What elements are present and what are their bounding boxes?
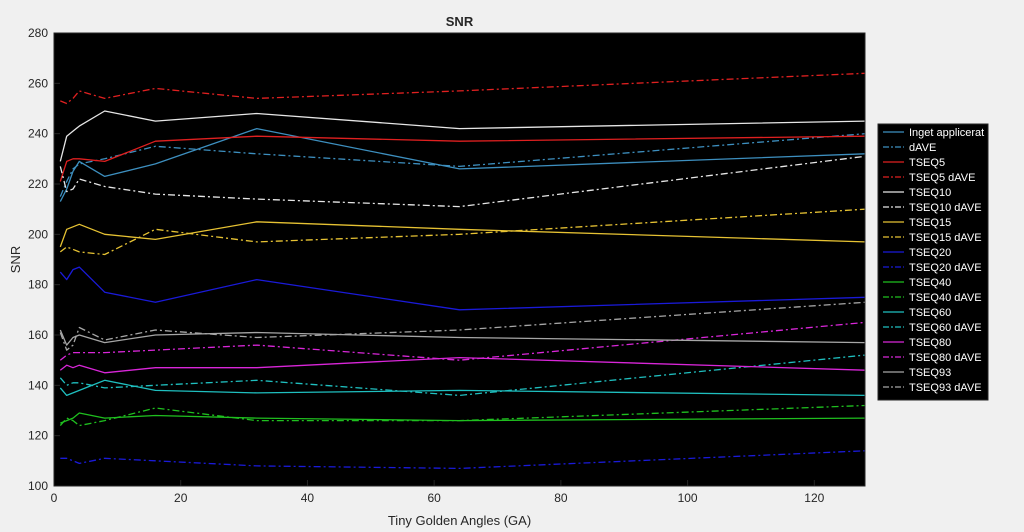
legend-entry: dAVE xyxy=(909,142,936,154)
chart-title: SNR xyxy=(446,14,474,29)
y-tick-label: 260 xyxy=(28,76,48,90)
y-tick-label: 140 xyxy=(28,378,48,392)
y-tick-label: 200 xyxy=(28,227,48,241)
legend-entry: TSEQ10 dAVE xyxy=(909,202,982,214)
legend-entry: TSEQ93 dAVE xyxy=(909,382,982,394)
legend-entry: TSEQ40 xyxy=(909,277,951,289)
series-line-9 xyxy=(60,450,866,470)
series-line-5 xyxy=(59,155,866,208)
series-layer xyxy=(59,72,866,470)
y-tick-label: 180 xyxy=(28,278,48,292)
legend-entry: TSEQ60 dAVE xyxy=(909,322,982,334)
legend-entry: TSEQ15 dAVE xyxy=(909,232,982,244)
plot-area xyxy=(54,33,865,486)
series-line-14 xyxy=(59,356,866,374)
series-line-7 xyxy=(59,208,866,256)
series-line-1 xyxy=(59,133,866,197)
series-line-8 xyxy=(59,266,866,311)
series-line-6 xyxy=(59,221,866,248)
legend-entry: TSEQ40 dAVE xyxy=(909,292,982,304)
series-line-12 xyxy=(59,379,866,397)
y-axis: 100 120 140 160 180 200 220 240 260 280 xyxy=(28,26,60,493)
legend-entry: TSEQ20 dAVE xyxy=(909,262,982,274)
legend-entry: TSEQ5 xyxy=(909,157,945,169)
y-tick-label: 240 xyxy=(28,127,48,141)
legend-entry: TSEQ93 xyxy=(909,367,951,379)
series-line-0 xyxy=(59,127,866,202)
y-tick-label: 220 xyxy=(28,177,48,191)
legend-entry: TSEQ15 xyxy=(909,217,951,229)
x-tick-label: 60 xyxy=(427,491,441,505)
x-axis-label: Tiny Golden Angles (GA) xyxy=(388,513,531,528)
series-line-13 xyxy=(59,354,866,397)
y-tick-label: 120 xyxy=(28,429,48,443)
legend-entry: TSEQ80 dAVE xyxy=(909,352,982,364)
y-tick-label: 280 xyxy=(28,26,48,40)
x-tick-label: 80 xyxy=(554,491,568,505)
legend-entry: TSEQ60 xyxy=(909,307,951,319)
legend-entry: TSEQ20 xyxy=(909,247,951,259)
legend-entry: TSEQ5 dAVE xyxy=(909,172,975,184)
plot-frame xyxy=(53,32,866,487)
series-line-15 xyxy=(59,321,866,361)
legend-entry: Inget applicerat xyxy=(909,127,984,139)
legend-entry: TSEQ10 xyxy=(909,187,951,199)
x-axis: 0 20 40 60 80 100 120 xyxy=(51,480,825,505)
series-line-17 xyxy=(59,301,866,351)
x-tick-label: 40 xyxy=(301,491,315,505)
series-line-3 xyxy=(60,72,866,105)
x-tick-label: 100 xyxy=(678,491,698,505)
legend-entry: TSEQ80 xyxy=(909,337,951,349)
series-line-4 xyxy=(59,110,866,162)
y-axis-label: SNR xyxy=(8,246,23,273)
x-tick-label: 20 xyxy=(174,491,188,505)
series-line-16 xyxy=(59,329,866,346)
y-tick-label: 160 xyxy=(28,328,48,342)
legend-box xyxy=(877,123,989,401)
x-tick-label: 0 xyxy=(51,491,58,505)
legend: Inget applicerat dAVE TSEQ5 TSEQ5 dAVE TSEQ1… xyxy=(877,123,989,401)
series-line-10 xyxy=(60,412,866,424)
series-line-2 xyxy=(59,135,866,182)
x-tick-label: 120 xyxy=(804,491,824,505)
series-line-11 xyxy=(59,404,866,427)
y-tick-label: 100 xyxy=(28,479,48,493)
